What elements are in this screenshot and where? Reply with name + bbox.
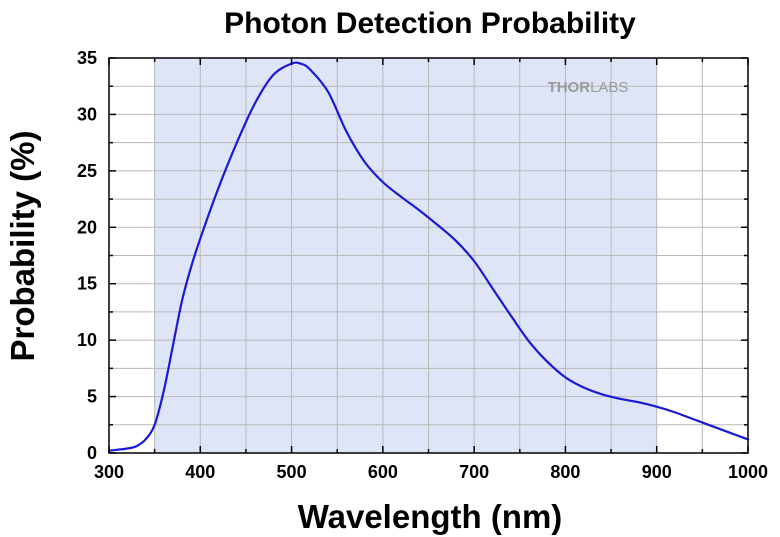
watermark-light: LABS: [590, 79, 628, 96]
x-tick-label: 600: [368, 462, 398, 482]
y-tick-label: 35: [77, 48, 97, 68]
x-tick-label: 400: [185, 462, 215, 482]
y-tick-label: 5: [87, 387, 97, 407]
y-tick-label: 0: [87, 443, 97, 463]
x-tick-label: 800: [550, 462, 580, 482]
y-axis-label: Probability (%): [4, 130, 41, 361]
x-tick-label: 700: [459, 462, 489, 482]
y-tick-label: 20: [77, 217, 97, 237]
y-tick-labels: 0 5 10 15 20 25 30 35: [77, 48, 97, 463]
grid-lines: [109, 58, 748, 453]
y-tick-label: 15: [77, 274, 97, 294]
x-tick-label: 500: [277, 462, 307, 482]
y-tick-label: 30: [77, 104, 97, 124]
svg-text:THORLABS: THORLABS: [548, 79, 629, 96]
x-tick-label: 900: [642, 462, 672, 482]
x-tick-labels: 300 400 500 600 700 800 900 1000: [94, 462, 768, 482]
series-line: [107, 61, 750, 452]
axis-ticks: [108, 57, 749, 454]
watermark-bold: THOR: [548, 79, 591, 96]
y-tick-label: 10: [77, 330, 97, 350]
x-tick-label: 1000: [728, 462, 768, 482]
y-tick-label: 25: [77, 161, 97, 181]
x-axis-label: Wavelength (nm): [298, 498, 563, 535]
chart-title: Photon Detection Probability: [224, 7, 636, 40]
thorlabs-watermark: THORLABS: [548, 79, 629, 96]
x-tick-label: 300: [94, 462, 124, 482]
